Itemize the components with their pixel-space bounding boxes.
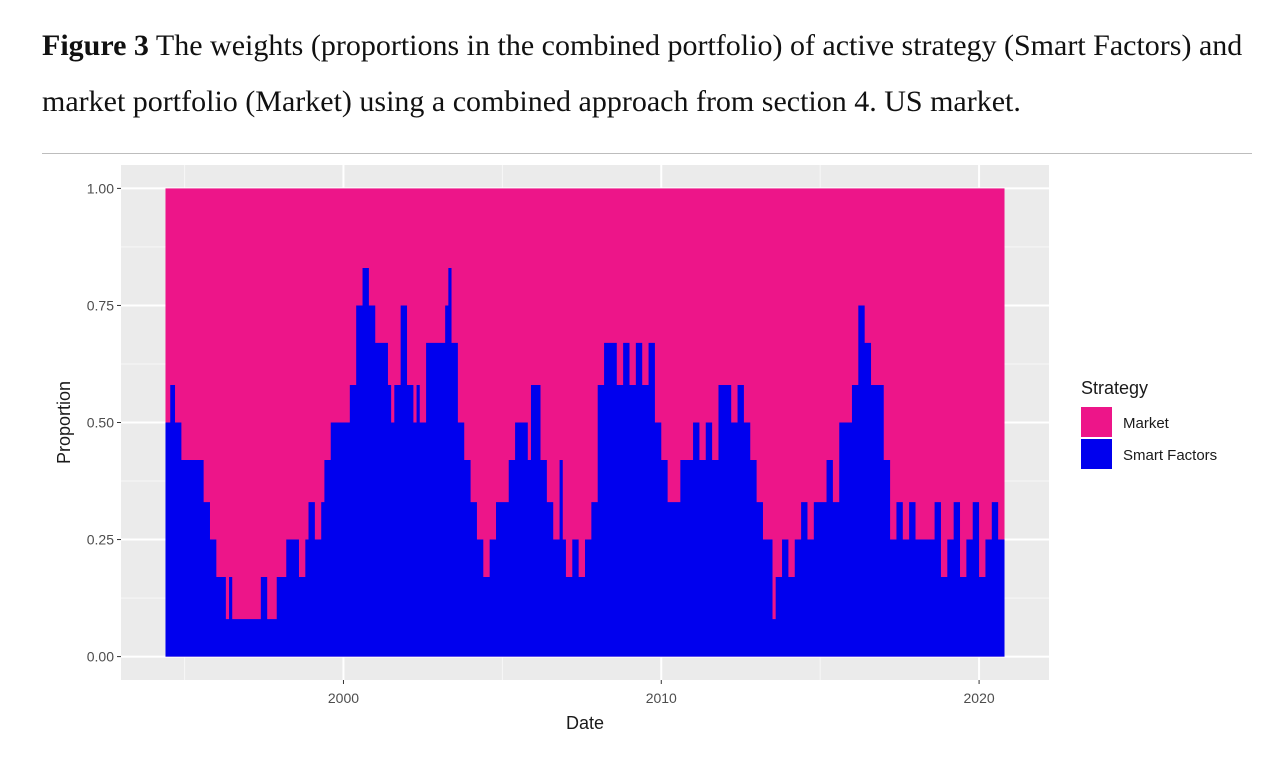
x-tick-label: 2010 bbox=[646, 690, 677, 706]
legend-key-smart-factors bbox=[1081, 439, 1112, 469]
legend-label-market: Market bbox=[1123, 415, 1170, 432]
figure-label: Figure 3 bbox=[42, 29, 149, 62]
x-tick-label: 2020 bbox=[964, 690, 995, 706]
legend: Strategy Market Smart Factors bbox=[1081, 378, 1217, 469]
legend-key-market bbox=[1081, 407, 1112, 437]
legend-title: Strategy bbox=[1081, 378, 1148, 398]
y-tick-label: 0.50 bbox=[87, 415, 114, 431]
legend-label-smart-factors: Smart Factors bbox=[1123, 447, 1217, 464]
y-axis-title: Proportion bbox=[54, 381, 74, 464]
caption-divider bbox=[42, 153, 1252, 154]
area-smart-factors bbox=[165, 268, 1005, 657]
y-axis: 0.00 0.25 0.50 0.75 1.00 bbox=[87, 180, 121, 665]
area-layers bbox=[165, 188, 1005, 657]
y-tick-label: 1.00 bbox=[87, 180, 114, 196]
y-tick-label: 0.25 bbox=[87, 532, 114, 548]
figure-caption-text: The weights (proportions in the combined… bbox=[42, 29, 1243, 118]
figure-caption: Figure 3 The weights (proportions in the… bbox=[42, 18, 1257, 130]
x-tick-label: 2000 bbox=[328, 690, 359, 706]
x-axis: 2000 2010 2020 bbox=[328, 680, 995, 706]
y-tick-label: 0.75 bbox=[87, 297, 114, 313]
y-tick-label: 0.00 bbox=[87, 649, 114, 665]
x-axis-title: Date bbox=[566, 713, 604, 733]
